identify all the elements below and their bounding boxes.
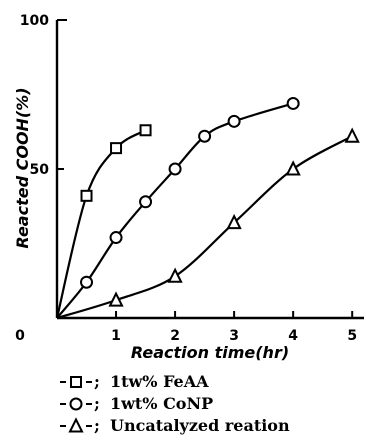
data-point-triangle — [167, 267, 183, 283]
legend-label: 1tw% FeAA — [110, 372, 209, 391]
data-markers — [80, 96, 360, 307]
x-axis-title: Reaction time(hr) — [131, 343, 289, 362]
x-tick-label: 2 — [170, 328, 180, 344]
data-point-circle — [80, 275, 94, 289]
data-point-circle — [286, 96, 300, 110]
series-line-circle — [56, 102, 294, 319]
legend-separator: ; — [94, 372, 100, 391]
axes — [55, 19, 364, 320]
data-point-triangle — [344, 127, 360, 143]
data-point-triangle — [226, 213, 242, 230]
legend-item: ; Uncatalyzed reation — [60, 416, 290, 435]
legend-separator: ; — [94, 416, 100, 435]
data-point-circle — [198, 129, 212, 143]
legend-item: ; 1tw% FeAA — [60, 372, 209, 391]
data-point-square — [80, 189, 93, 202]
x-tick-label: 0 — [15, 328, 25, 344]
data-point-square — [139, 124, 152, 137]
y-tick-label: 100 — [20, 13, 49, 29]
data-point-square — [110, 142, 123, 155]
series-line-square — [55, 129, 147, 319]
data-point-circle — [109, 231, 123, 245]
data-point-circle — [227, 114, 241, 128]
legend-separator: ; — [94, 394, 100, 413]
legend-marker-triangle — [68, 417, 84, 433]
x-tick-label: 3 — [229, 328, 239, 344]
x-tick-label: 1 — [111, 328, 121, 344]
data-point-circle — [168, 162, 182, 176]
y-tick-label: 50 — [30, 162, 50, 178]
data-point-triangle — [108, 291, 124, 307]
y-axis-title: Reacted COOH(%) — [13, 87, 32, 248]
data-point-triangle — [285, 160, 301, 176]
legend-marker-circle — [69, 397, 83, 411]
legend-item: ; 1wt% CoNP — [60, 394, 213, 413]
x-tick-label: 4 — [288, 328, 298, 344]
x-tick-label: 5 — [347, 328, 357, 344]
legend-label: 1wt% CoNP — [110, 394, 213, 413]
series-line-triangle — [56, 135, 353, 320]
legend-label: Uncatalyzed reation — [110, 416, 290, 435]
axis-labels: 0 1 2 3 4 5 100 50 Reaction time(hr) Reacted COOH… — [13, 13, 357, 362]
legend-marker-square — [70, 376, 82, 388]
legend: ; 1tw% FeAA; 1wt% CoNP; Uncatalyzed reation — [60, 372, 290, 435]
data-point-circle — [139, 195, 153, 209]
